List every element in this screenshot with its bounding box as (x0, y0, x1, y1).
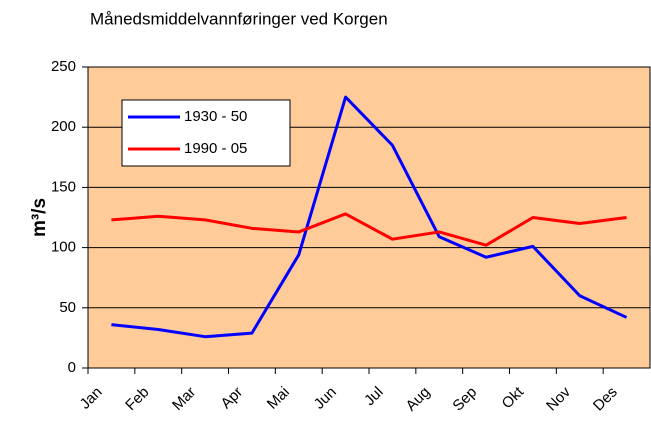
y-tick-label: 250 (51, 58, 76, 75)
y-axis-label: m³/s (29, 198, 50, 237)
x-tick-label: Sep (449, 384, 480, 415)
x-tick-label: Apr (218, 384, 247, 413)
x-tick-label: Feb (122, 384, 152, 414)
x-tick-label: Aug (403, 384, 434, 415)
x-tick-label: Nov (543, 383, 574, 414)
legend-label: 1930 - 50 (184, 108, 247, 125)
x-tick-label: Jul (361, 384, 387, 410)
y-tick-label: 100 (51, 239, 76, 256)
y-tick-label: 50 (59, 299, 76, 316)
x-tick-label: Des (590, 384, 621, 415)
line-series (111, 212, 627, 247)
x-tick-label: Jan (77, 384, 106, 413)
y-tick-label: 200 (51, 118, 76, 135)
x-tick-label: Okt (499, 383, 528, 412)
x-tick-label: Mai (264, 384, 293, 413)
legend-label: 1990 - 05 (184, 140, 247, 157)
x-tick-label: Jun (311, 384, 340, 413)
x-tick-label: Mar (169, 384, 199, 414)
legend-box (121, 99, 291, 167)
chart-title: Månedsmiddelvannføringer ved Korgen (90, 9, 388, 28)
line-series (111, 95, 628, 339)
y-tick-label: 0 (68, 359, 76, 376)
y-tick-label: 150 (51, 178, 76, 195)
